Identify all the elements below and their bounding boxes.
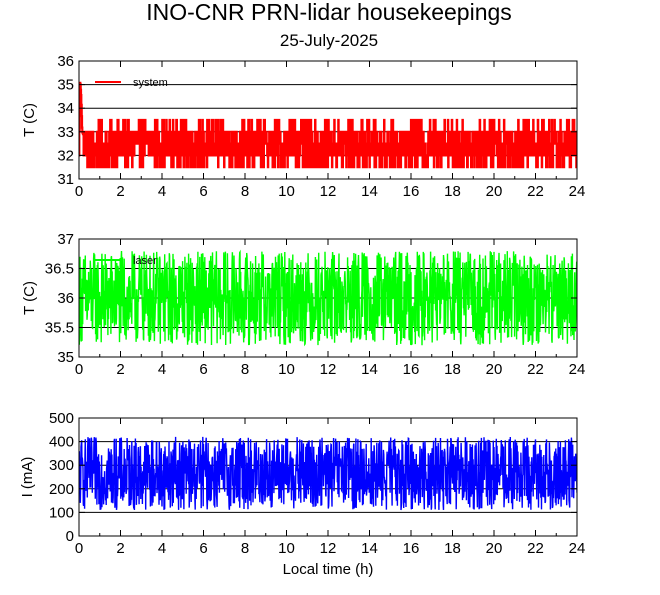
y-tick-label-5: 500 — [49, 410, 74, 427]
series-line-current — [79, 436, 577, 511]
y-tick-label-0: 35 — [57, 349, 74, 366]
x-tick-label-6: 12 — [320, 361, 337, 378]
y-tick-label-3: 300 — [49, 457, 74, 474]
y-axis-label-2: T (C) — [21, 281, 38, 315]
y-tick-label-1: 100 — [49, 504, 74, 521]
y-tick-label-1: 32 — [57, 147, 74, 164]
x-tick-label-2: 4 — [158, 361, 166, 378]
x-tick-label-8: 16 — [403, 361, 420, 378]
x-tick-label-6: 12 — [320, 183, 337, 200]
x-tick-label-5: 10 — [278, 183, 295, 200]
x-tick-label-1: 2 — [116, 183, 124, 200]
x-tick-label-5: 10 — [278, 361, 295, 378]
x-tick-label-0: 0 — [75, 361, 83, 378]
series-line-laser — [79, 249, 577, 347]
x-axis-label: Local time (h) — [283, 561, 374, 578]
x-tick-label-12: 24 — [569, 540, 586, 557]
y-tick-label-3: 34 — [57, 100, 74, 117]
series-line-system — [79, 81, 577, 169]
x-tick-label-5: 10 — [278, 540, 295, 557]
x-tick-label-4: 8 — [241, 540, 249, 557]
y-tick-label-2: 200 — [49, 481, 74, 498]
x-tick-label-10: 20 — [486, 183, 503, 200]
x-tick-label-7: 14 — [361, 183, 378, 200]
y-tick-label-3: 36.5 — [45, 261, 74, 278]
legend-label-system: system — [133, 77, 168, 89]
x-tick-label-6: 12 — [320, 540, 337, 557]
x-tick-label-2: 4 — [158, 183, 166, 200]
x-tick-label-12: 24 — [569, 361, 586, 378]
y-axis-label-3: I (mA) — [19, 457, 36, 498]
y-tick-label-4: 35 — [57, 77, 74, 94]
x-tick-label-1: 2 — [116, 540, 124, 557]
x-tick-label-3: 6 — [199, 183, 207, 200]
x-tick-label-9: 18 — [444, 540, 461, 557]
x-tick-label-7: 14 — [361, 361, 378, 378]
y-tick-label-4: 400 — [49, 434, 74, 451]
y-tick-label-2: 36 — [57, 290, 74, 307]
x-tick-label-12: 24 — [569, 183, 586, 200]
x-tick-label-10: 20 — [486, 540, 503, 557]
x-tick-label-11: 22 — [527, 183, 544, 200]
legend-label-laser: laser — [133, 255, 157, 267]
x-tick-label-8: 16 — [403, 183, 420, 200]
y-tick-label-5: 36 — [57, 53, 74, 70]
y-tick-label-2: 33 — [57, 124, 74, 141]
x-tick-label-8: 16 — [403, 540, 420, 557]
x-tick-label-9: 18 — [444, 361, 461, 378]
chart-title: INO-CNR PRN-lidar housekeepings — [146, 0, 512, 25]
x-tick-label-3: 6 — [199, 540, 207, 557]
x-tick-label-4: 8 — [241, 183, 249, 200]
y-tick-label-0: 0 — [66, 528, 74, 545]
y-tick-label-4: 37 — [57, 231, 74, 248]
x-tick-label-7: 14 — [361, 540, 378, 557]
x-tick-label-1: 2 — [116, 361, 124, 378]
x-tick-label-11: 22 — [527, 540, 544, 557]
x-tick-label-10: 20 — [486, 361, 503, 378]
chart-subtitle: 25-July-2025 — [280, 31, 378, 50]
x-tick-label-0: 0 — [75, 183, 83, 200]
x-tick-label-0: 0 — [75, 540, 83, 557]
x-tick-label-9: 18 — [444, 183, 461, 200]
x-tick-label-11: 22 — [527, 361, 544, 378]
x-tick-label-4: 8 — [241, 361, 249, 378]
x-tick-label-2: 4 — [158, 540, 166, 557]
y-tick-label-0: 31 — [57, 171, 74, 188]
x-tick-label-3: 6 — [199, 361, 207, 378]
y-tick-label-1: 35.5 — [45, 320, 74, 337]
y-axis-label-1: T (C) — [21, 103, 38, 137]
